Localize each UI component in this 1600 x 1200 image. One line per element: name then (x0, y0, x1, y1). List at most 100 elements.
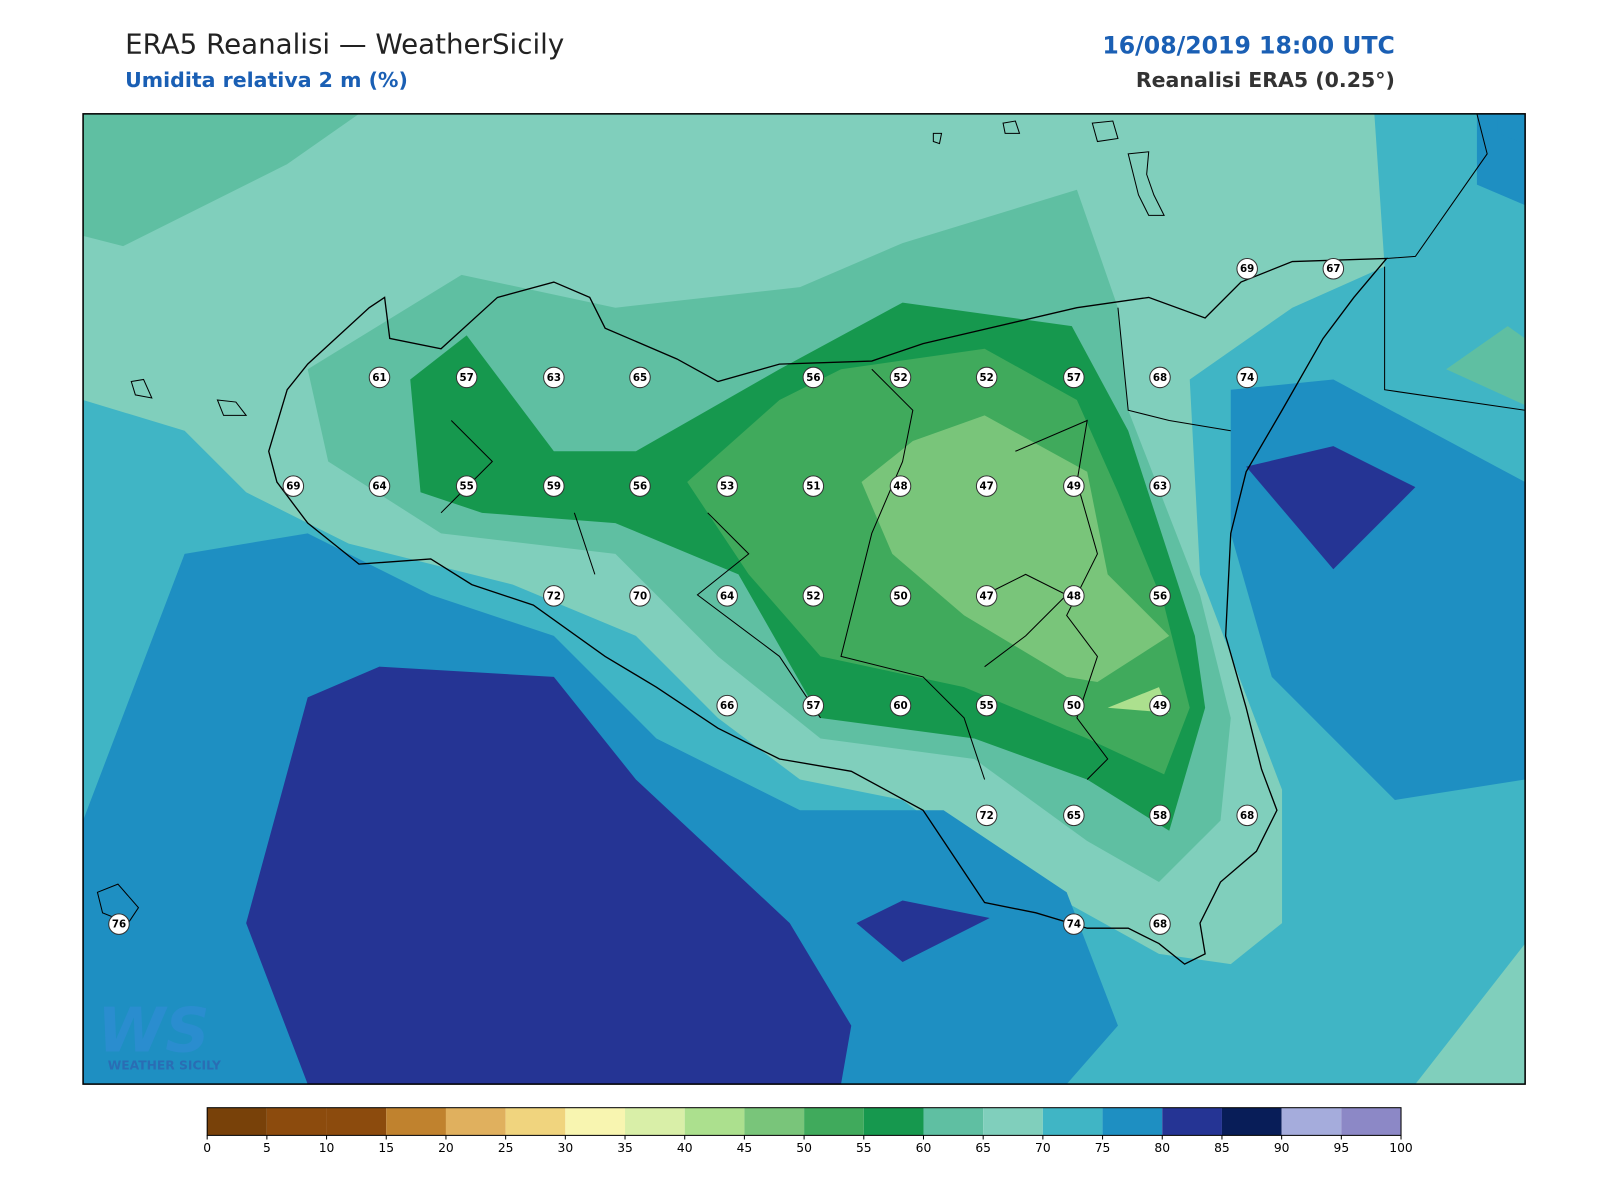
station-value: 74 (1067, 919, 1081, 931)
station-value: 63 (547, 372, 561, 384)
logo-text: WEATHER SICILY (108, 1059, 222, 1073)
station-marker (1063, 804, 1085, 827)
colorbar-swatch (983, 1107, 1043, 1136)
station: 72 (543, 585, 565, 607)
station: 68 (1236, 804, 1258, 827)
colorbar-swatch (207, 1107, 267, 1136)
station-marker (368, 366, 391, 389)
station: 76 (108, 913, 130, 935)
station: 68 (1149, 913, 1171, 935)
subtitle: Umidita relativa 2 m (%) (125, 68, 408, 92)
colorbar-label: 60 (916, 1141, 932, 1155)
station-marker (543, 366, 565, 389)
station-value: 57 (1067, 372, 1081, 384)
colorbar-label: 55 (856, 1141, 872, 1155)
station-marker (1149, 913, 1171, 935)
station: 69 (282, 475, 305, 497)
station-marker (1149, 475, 1171, 497)
colorbar-swatch (1102, 1107, 1163, 1136)
station: 49 (1063, 475, 1085, 497)
colorbar-swatch (266, 1107, 327, 1136)
station-value: 60 (893, 700, 907, 712)
station-value: 52 (893, 372, 907, 384)
station: 61 (368, 366, 391, 389)
colorbar-swatch (1341, 1107, 1402, 1136)
station-marker (889, 475, 912, 497)
colorbar-label: 10 (319, 1141, 335, 1155)
station-value: 50 (1067, 700, 1081, 712)
station-marker (455, 366, 478, 389)
station-value: 67 (1326, 263, 1340, 275)
station-marker (716, 475, 738, 497)
station-marker (975, 804, 998, 827)
colorbar-label: 0 (203, 1141, 211, 1155)
station-marker (802, 366, 825, 389)
station-marker (1236, 366, 1258, 389)
station-value: 65 (1067, 810, 1081, 822)
station-value: 74 (1240, 372, 1254, 384)
station-marker (802, 694, 825, 717)
station-value: 64 (720, 590, 734, 602)
station-value: 69 (1240, 263, 1254, 275)
station-value: 66 (720, 700, 734, 712)
colorbar-swatch (1221, 1107, 1282, 1136)
station-value: 61 (372, 372, 386, 384)
station-value: 64 (372, 481, 386, 493)
logo-mark: WS (97, 994, 209, 1066)
colorbar-label: 30 (558, 1141, 574, 1155)
station-marker (975, 694, 998, 717)
station-value: 51 (806, 481, 820, 493)
colorbar-label: 95 (1334, 1141, 1350, 1155)
colorbar-swatch (625, 1107, 685, 1136)
stations: 69 67 61 57 63 65 56 52 52 57 68 74 69 64 55 59 56 53 51 48… (108, 257, 1345, 935)
station: 52 (975, 366, 998, 389)
station-value: 49 (1153, 700, 1167, 712)
station: 53 (716, 475, 738, 497)
station-marker (1149, 804, 1171, 827)
station: 55 (975, 694, 998, 717)
colorbar-label: 70 (1035, 1141, 1051, 1155)
colorbar-swatch (744, 1107, 805, 1136)
station: 72 (975, 804, 998, 827)
station: 57 (1063, 366, 1085, 389)
station-value: 72 (980, 810, 994, 822)
title: ERA5 Reanalisi — WeatherSicily (125, 27, 564, 60)
station: 47 (975, 585, 998, 607)
station-value: 63 (1153, 481, 1167, 493)
station: 63 (543, 366, 565, 389)
station-marker (1063, 694, 1085, 717)
colorbar-label: 50 (796, 1141, 812, 1155)
station: 57 (802, 694, 825, 717)
station-value: 50 (893, 590, 907, 602)
colorbar-label: 80 (1154, 1141, 1170, 1155)
station-marker (975, 366, 998, 389)
station: 64 (368, 475, 391, 497)
colorbar-swatch (1281, 1107, 1342, 1136)
station-marker (1063, 585, 1085, 607)
station-value: 76 (112, 919, 126, 931)
station-marker (802, 585, 825, 607)
station-marker (1063, 366, 1085, 389)
station: 48 (1063, 585, 1085, 607)
station-value: 57 (460, 372, 474, 384)
station-value: 56 (633, 481, 647, 493)
station-value: 53 (720, 481, 734, 493)
station: 51 (802, 475, 825, 497)
station-marker (716, 585, 738, 607)
date: 16/08/2019 18:00 UTC (1102, 31, 1394, 59)
station: 49 (1149, 694, 1171, 717)
colorbar-label: 75 (1095, 1141, 1111, 1155)
colorbar-swatch (326, 1107, 387, 1136)
colorbar-label: 65 (975, 1141, 991, 1155)
station: 47 (975, 475, 998, 497)
station-marker (1149, 366, 1171, 389)
station-marker (889, 694, 912, 717)
colorbar-label: 5 (263, 1141, 271, 1155)
station-value: 57 (806, 700, 820, 712)
colorbar-label: 85 (1214, 1141, 1230, 1155)
station-marker (975, 585, 998, 607)
station-marker (889, 366, 912, 389)
station: 74 (1236, 366, 1258, 389)
colorbar-swatch (804, 1107, 864, 1136)
